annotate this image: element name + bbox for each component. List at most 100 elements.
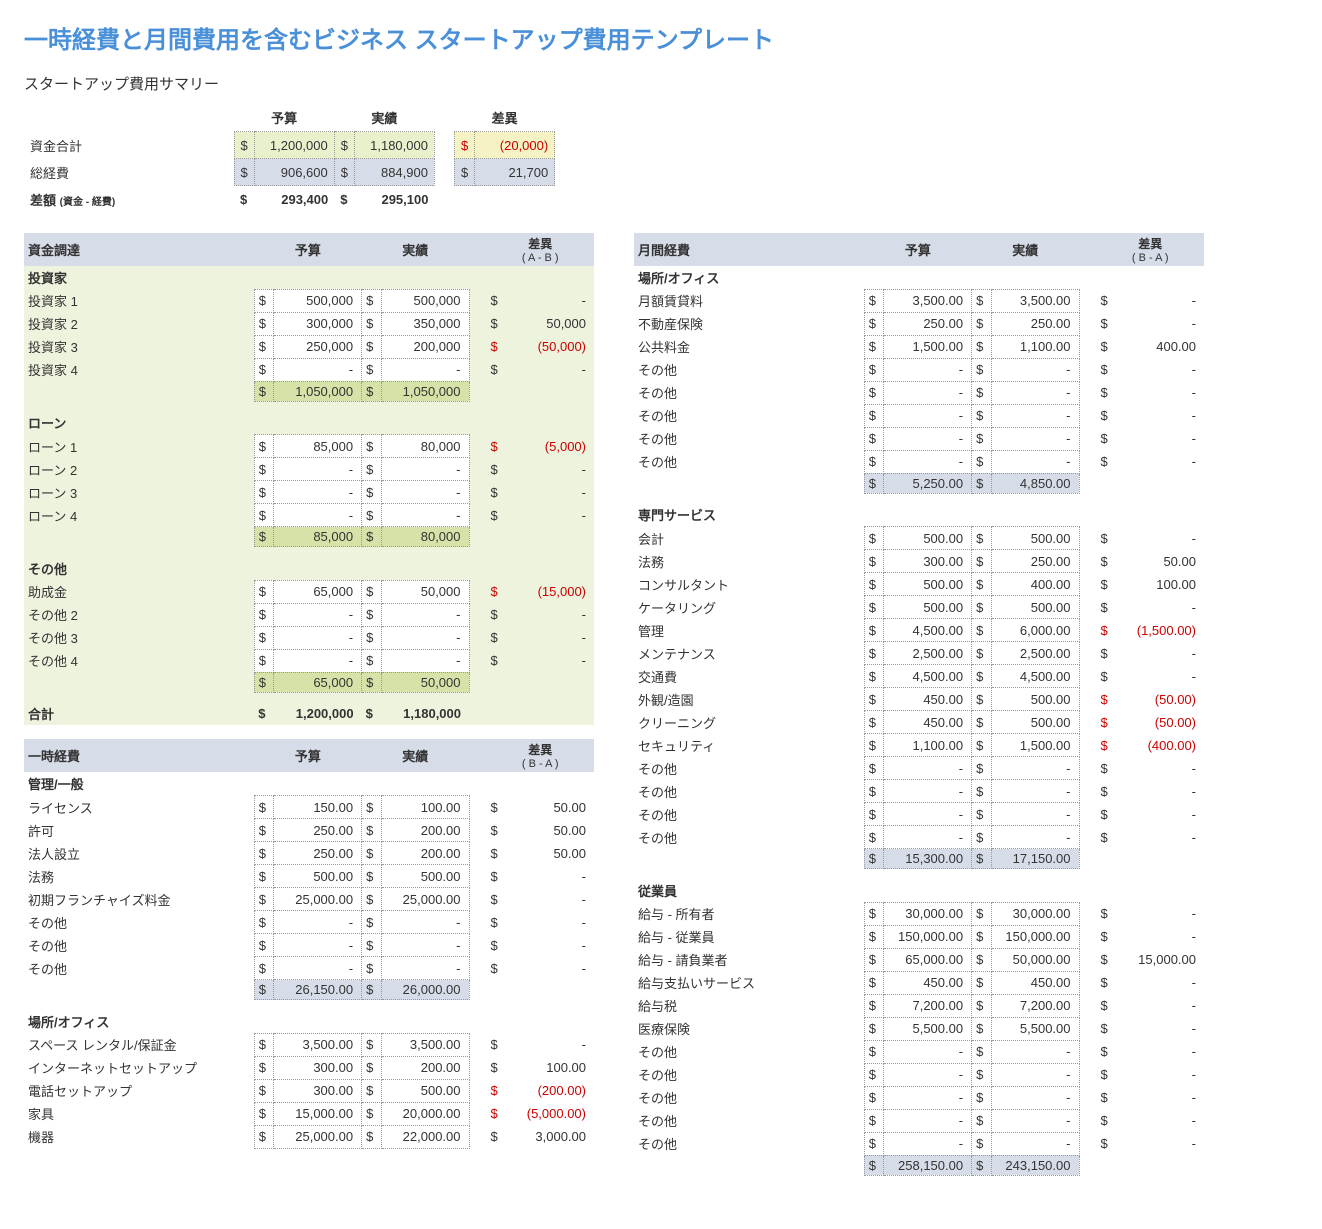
row-label: その他 [634, 404, 864, 427]
summary-row-label: 総経費 [24, 159, 234, 186]
currency-symbol: $ [1097, 994, 1117, 1017]
row-diff: (1,500.00) [1116, 619, 1204, 642]
table-row: セキュリティ$1,100.00$1,500.00$(400.00) [634, 734, 1204, 757]
row-diff: (200.00) [506, 1079, 594, 1102]
row-actual: - [991, 1063, 1079, 1086]
currency-symbol: $ [1097, 665, 1117, 688]
row-budget: - [884, 1132, 972, 1155]
table-row: その他$-$-$- [634, 1040, 1204, 1063]
row-label: スペース レンタル/保証金 [24, 1033, 254, 1056]
table-row: 月額賃貸料$3,500.00$3,500.00$- [634, 289, 1204, 312]
row-diff: 50.00 [506, 796, 594, 819]
row-diff: 50.00 [506, 819, 594, 842]
currency-symbol: $ [972, 971, 992, 994]
currency-symbol: $ [864, 1017, 884, 1040]
row-label: メンテナンス [634, 642, 864, 665]
currency-symbol: $ [362, 649, 382, 672]
row-actual: - [381, 911, 469, 934]
table-row: 給与 - 従業員$150,000.00$150,000.00$- [634, 925, 1204, 948]
row-actual: 3,500.00 [381, 1033, 469, 1056]
currency-symbol: $ [487, 865, 507, 888]
row-actual: 80,000 [381, 435, 469, 458]
row-budget: 250.00 [274, 819, 362, 842]
row-diff: - [1116, 312, 1204, 335]
row-label: 医療保険 [634, 1017, 864, 1040]
row-diff: 400.00 [1116, 335, 1204, 358]
currency-symbol: $ [864, 1040, 884, 1063]
table-row: 投資家 4$-$-$- [24, 358, 594, 381]
currency-symbol: $ [864, 642, 884, 665]
row-actual: - [381, 649, 469, 672]
table-row: 家具$15,000.00$20,000.00$(5,000.00) [24, 1102, 594, 1125]
row-actual: - [381, 934, 469, 957]
row-budget: 250.00 [274, 842, 362, 865]
currency-symbol: $ [1097, 312, 1117, 335]
currency-symbol: $ [487, 1033, 507, 1056]
row-budget: 450.00 [884, 711, 972, 734]
subtotal-actual: 80,000 [381, 527, 469, 547]
table-row: ケータリング$500.00$500.00$- [634, 596, 1204, 619]
table-row: その他$-$-$- [634, 1109, 1204, 1132]
table-row: 助成金$65,000$50,000$(15,000) [24, 580, 594, 603]
summary-diff: (20,000) [475, 132, 555, 159]
currency-symbol: $ [362, 934, 382, 957]
currency-symbol: $ [1097, 925, 1117, 948]
row-actual: 6,000.00 [991, 619, 1079, 642]
currency-symbol: $ [864, 826, 884, 849]
row-label: ローン 1 [24, 435, 254, 458]
subtotal-row: $5,250.00$4,850.00 [634, 473, 1204, 493]
row-actual: - [991, 780, 1079, 803]
row-budget: 1,100.00 [884, 734, 972, 757]
currency-symbol: $ [972, 803, 992, 826]
currency-symbol: $ [254, 358, 274, 381]
row-label: 外観/造園 [634, 688, 864, 711]
table-row: その他 2$-$-$- [24, 603, 594, 626]
currency-symbol: $ [1097, 289, 1117, 312]
group-name: 場所/オフィス [634, 266, 1204, 290]
row-label: その他 2 [24, 603, 254, 626]
currency-symbol: $ [362, 458, 382, 481]
row-diff: - [506, 603, 594, 626]
row-label: 助成金 [24, 580, 254, 603]
currency-symbol: $ [254, 796, 274, 819]
row-label: その他 [634, 1109, 864, 1132]
table-row: その他$-$-$- [634, 757, 1204, 780]
row-budget: 500,000 [274, 289, 362, 312]
currency-symbol: $ [864, 757, 884, 780]
funding-section: 資金調達予算実績差異( A - B )投資家投資家 1$500,000$500,… [24, 233, 594, 726]
summary-row-label: 資金合計 [24, 132, 234, 159]
currency-symbol: $ [972, 573, 992, 596]
row-budget: 500.00 [274, 865, 362, 888]
row-label: その他 [24, 911, 254, 934]
row-budget: - [274, 934, 362, 957]
summary-budget: 906,600 [254, 159, 334, 186]
row-diff: - [506, 458, 594, 481]
row-actual: 50,000.00 [991, 948, 1079, 971]
row-actual: - [381, 358, 469, 381]
currency-symbol: $ [487, 796, 507, 819]
total-budget: 1,200,000 [274, 702, 362, 725]
row-actual: - [991, 381, 1079, 404]
row-label: 電話セットアップ [24, 1079, 254, 1102]
currency-symbol: $ [864, 734, 884, 757]
row-diff: - [1116, 826, 1204, 849]
currency-symbol: $ [334, 186, 354, 213]
subtotal-budget: 65,000 [274, 672, 362, 692]
table-row: 医療保険$5,500.00$5,500.00$- [634, 1017, 1204, 1040]
row-budget: 25,000.00 [274, 888, 362, 911]
summary-header-diff: 差異 [454, 104, 554, 132]
row-label: 初期フランチャイズ料金 [24, 888, 254, 911]
col-diff: 差異 [491, 741, 590, 758]
currency-symbol: $ [864, 312, 884, 335]
subtotal-actual: 26,000.00 [381, 980, 469, 1000]
row-diff: - [1116, 1132, 1204, 1155]
row-actual: - [381, 626, 469, 649]
currency-symbol: $ [864, 427, 884, 450]
currency-symbol: $ [864, 711, 884, 734]
row-budget: - [884, 404, 972, 427]
subtotal-actual: 50,000 [381, 672, 469, 692]
subtotal-actual: 243,150.00 [991, 1155, 1079, 1175]
row-diff: - [1116, 1063, 1204, 1086]
row-budget: - [274, 458, 362, 481]
currency-symbol: $ [864, 948, 884, 971]
